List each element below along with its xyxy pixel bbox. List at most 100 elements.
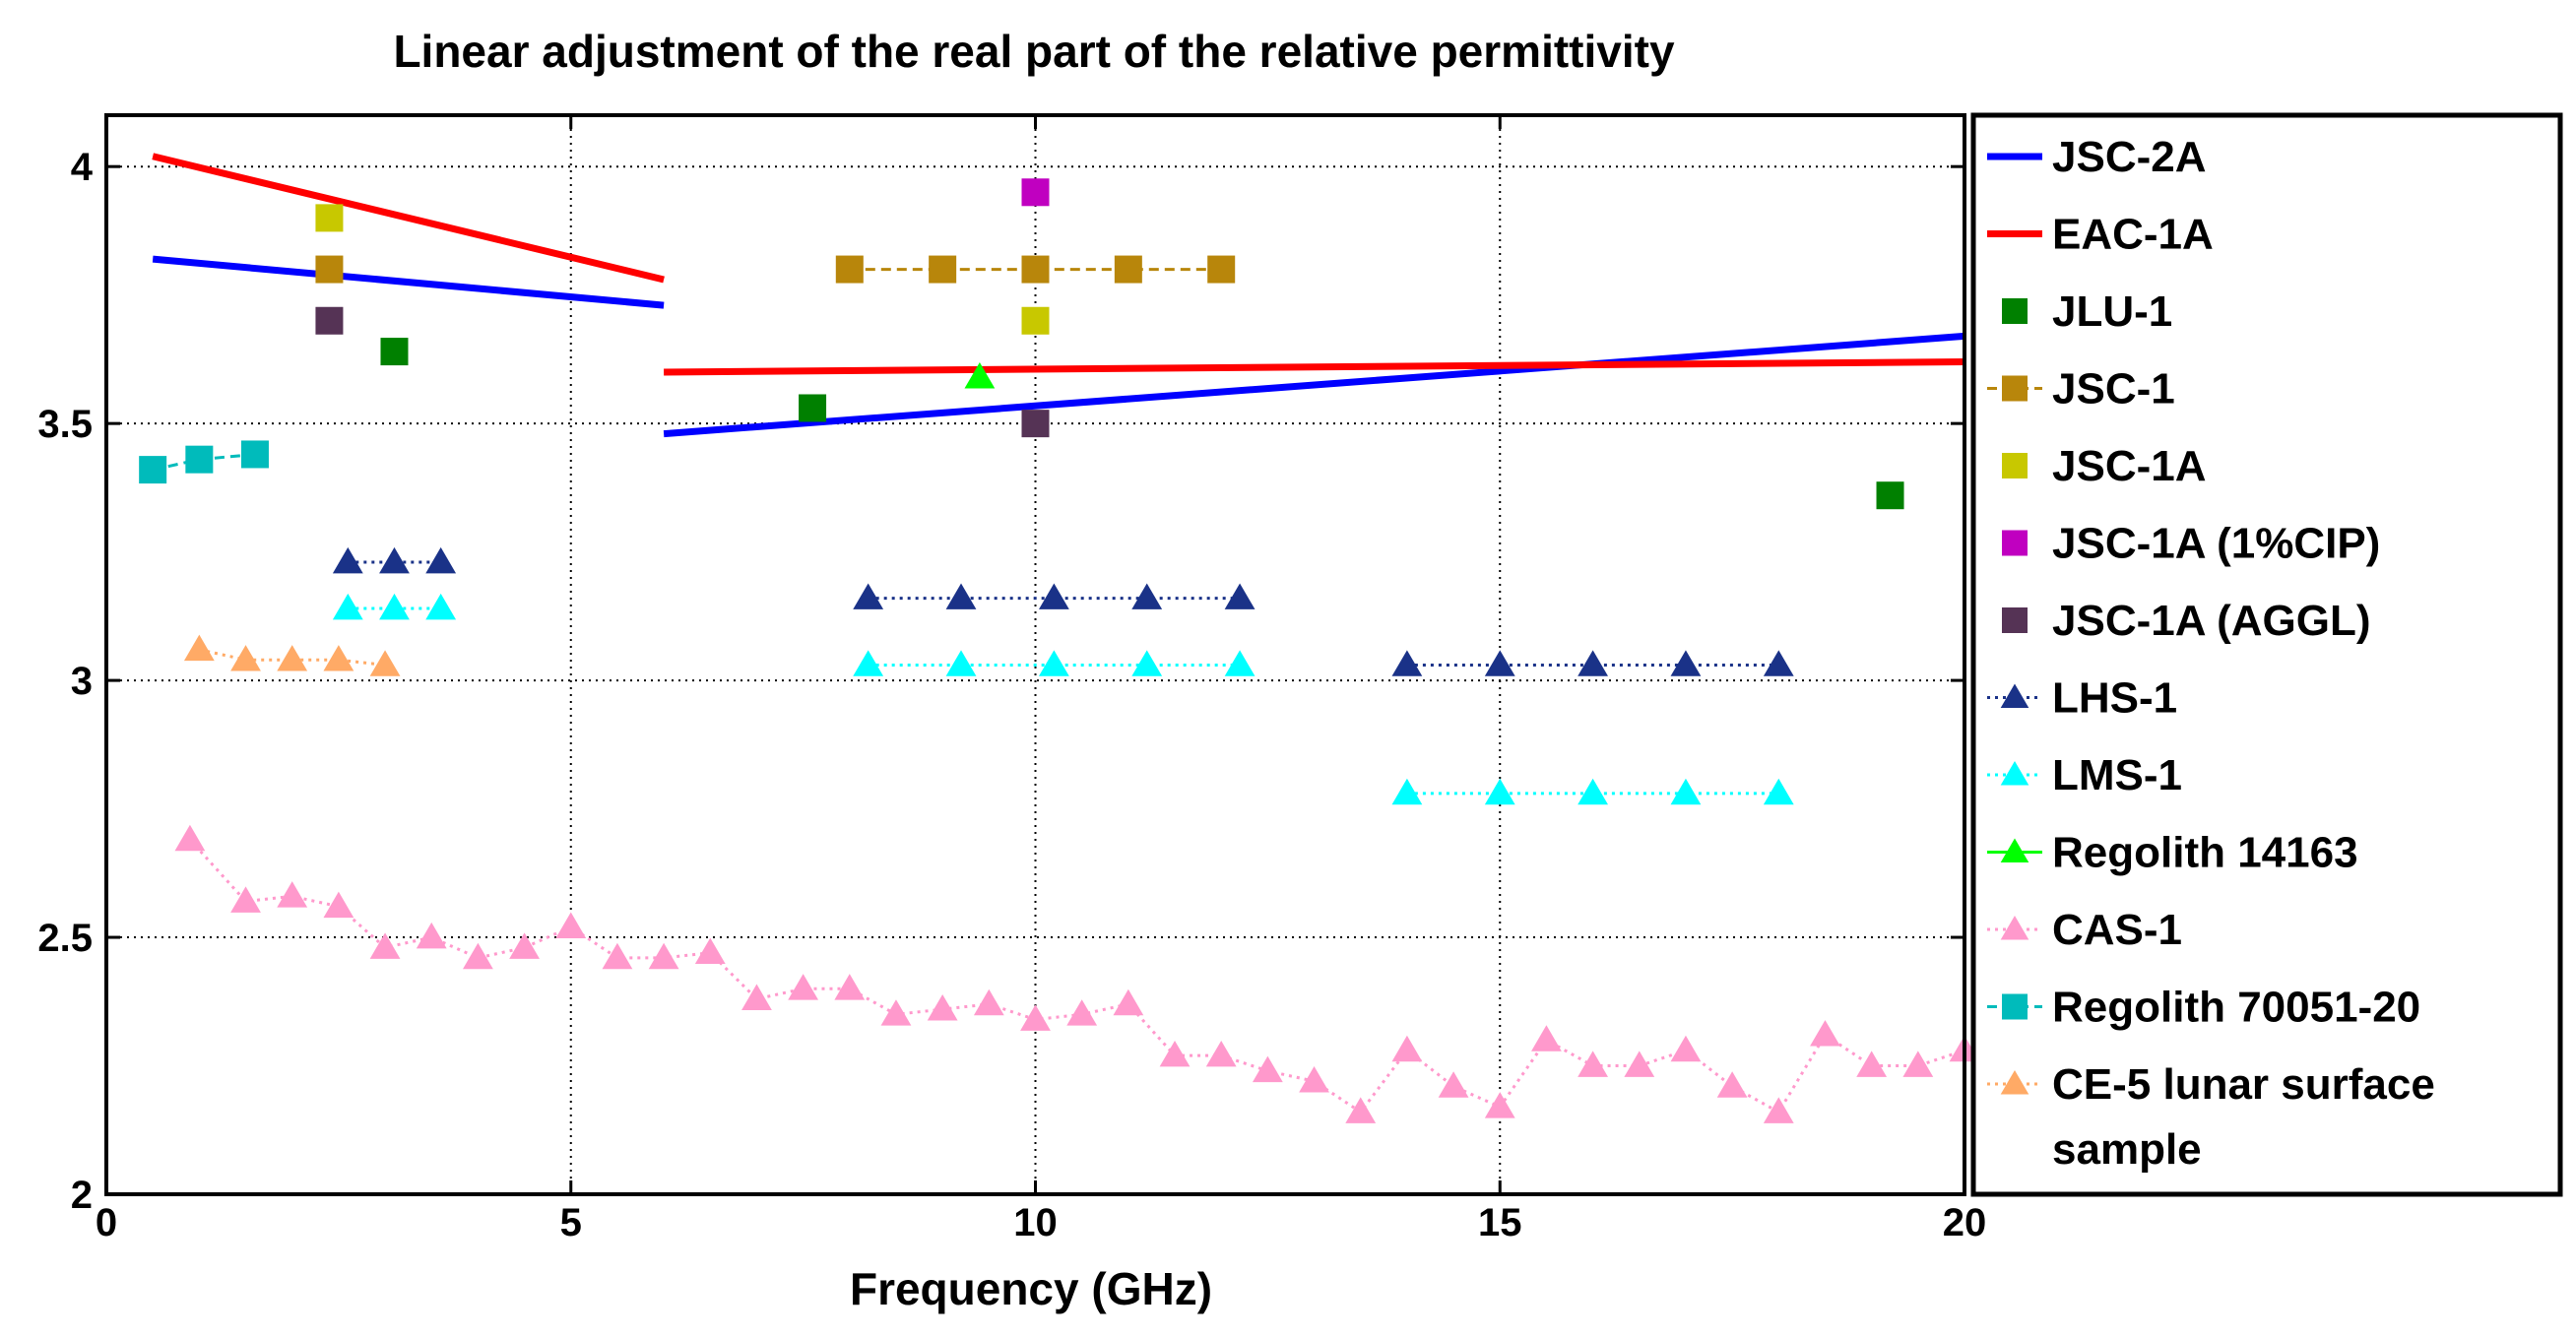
data-point bbox=[1531, 1025, 1562, 1051]
legend-marker bbox=[2002, 375, 2028, 402]
legend-marker bbox=[2002, 298, 2028, 324]
series-line bbox=[152, 153, 665, 284]
data-point bbox=[1716, 1071, 1748, 1098]
data-point bbox=[1038, 650, 1069, 676]
legend-label: Regolith 70051-20 bbox=[2052, 984, 2420, 1032]
legend-label: JSC-1 bbox=[2052, 365, 2175, 414]
data-point bbox=[332, 593, 363, 620]
data-point bbox=[230, 645, 261, 671]
data-point bbox=[1131, 650, 1163, 676]
data-point bbox=[1902, 1051, 1934, 1077]
data-point bbox=[1391, 650, 1423, 676]
series-layer bbox=[139, 153, 1980, 1123]
data-point bbox=[1578, 778, 1608, 805]
series-jsc-1a-1-cip bbox=[1021, 178, 1050, 207]
data-point bbox=[1810, 1020, 1840, 1047]
data-point bbox=[1484, 650, 1515, 676]
data-point bbox=[1021, 306, 1050, 335]
legend-marker bbox=[2000, 683, 2029, 709]
data-point bbox=[1299, 1066, 1329, 1093]
data-point bbox=[1224, 650, 1256, 676]
series-line bbox=[664, 358, 1965, 376]
legend-label: JLU-1 bbox=[2052, 287, 2172, 336]
data-point bbox=[880, 999, 912, 1026]
data-point bbox=[380, 338, 409, 366]
legend-item-cas-1: CAS-1 bbox=[1987, 906, 2182, 954]
data-point bbox=[185, 445, 214, 474]
legend-label: Regolith 14163 bbox=[2052, 829, 2358, 877]
x-axis-label: Frequency (GHz) bbox=[850, 1263, 1212, 1314]
data-point bbox=[1038, 583, 1069, 609]
x-tick-label: 10 bbox=[1013, 1201, 1058, 1244]
data-point bbox=[315, 306, 344, 335]
data-point bbox=[369, 650, 401, 676]
data-point bbox=[1205, 1040, 1237, 1067]
data-point bbox=[1021, 410, 1050, 438]
data-point bbox=[277, 645, 308, 671]
legend-item-lms-1: LMS-1 bbox=[1987, 751, 2182, 799]
x-tick-label: 20 bbox=[1943, 1201, 1987, 1244]
data-point bbox=[1345, 1097, 1377, 1123]
legend-item-regolith-14163: Regolith 14163 bbox=[1987, 829, 2358, 877]
legend-marker bbox=[2002, 607, 2028, 633]
series-cas-1 bbox=[174, 824, 1980, 1123]
legend-box bbox=[1970, 112, 2563, 1197]
series-jsc-1a bbox=[315, 204, 1050, 335]
series-lms-1 bbox=[332, 593, 1794, 805]
data-point bbox=[835, 255, 864, 284]
x-tick-label: 15 bbox=[1478, 1201, 1522, 1244]
data-point bbox=[425, 593, 457, 620]
legend-marker bbox=[2000, 915, 2029, 940]
series-line bbox=[199, 648, 386, 667]
legend-label: CAS-1 bbox=[2052, 906, 2182, 954]
x-tick-label: 5 bbox=[560, 1201, 582, 1244]
data-point bbox=[1131, 583, 1163, 609]
data-point bbox=[1763, 778, 1794, 805]
data-point bbox=[788, 974, 819, 1000]
legend-item-jsc-2a: JSC-2A bbox=[1987, 133, 2207, 181]
data-point bbox=[509, 932, 540, 959]
data-point bbox=[1670, 778, 1702, 805]
legend-marker bbox=[2000, 1069, 2029, 1095]
legend-marker bbox=[2000, 838, 2029, 863]
series-jlu-1 bbox=[380, 338, 1904, 510]
data-point bbox=[1114, 255, 1142, 284]
data-point bbox=[139, 456, 167, 484]
data-point bbox=[230, 886, 261, 913]
data-point bbox=[369, 932, 401, 959]
data-point bbox=[323, 891, 354, 919]
legend-item-jsc-1a-1-cip: JSC-1A (1%CIP) bbox=[2002, 520, 2380, 568]
data-point bbox=[927, 993, 958, 1021]
data-point bbox=[1856, 1051, 1888, 1077]
data-point bbox=[853, 583, 884, 609]
y-tick-label: 3.5 bbox=[37, 403, 93, 446]
data-point bbox=[1159, 1040, 1191, 1067]
y-tick-label: 4 bbox=[71, 146, 94, 189]
data-point bbox=[1763, 650, 1794, 676]
data-point bbox=[379, 593, 410, 620]
series-eac-1a bbox=[152, 153, 1965, 376]
series-regolith-70051-20 bbox=[139, 440, 269, 484]
data-point bbox=[1484, 1092, 1515, 1118]
data-point bbox=[555, 912, 587, 938]
data-point bbox=[1021, 255, 1050, 284]
legend-item-jsc-1a: JSC-1A bbox=[2002, 442, 2207, 490]
data-point bbox=[277, 881, 308, 908]
data-point bbox=[1391, 1035, 1423, 1062]
data-point bbox=[1876, 481, 1904, 510]
data-point bbox=[1670, 1035, 1702, 1062]
series-regolith-14163 bbox=[964, 362, 996, 389]
series-ce-5-lunar-surface-sample bbox=[183, 634, 401, 676]
data-point bbox=[315, 204, 344, 232]
legend-marker bbox=[2000, 760, 2029, 786]
data-point bbox=[1391, 778, 1423, 805]
data-point bbox=[1021, 178, 1050, 207]
legend: JSC-2A EAC-1A JLU-1 JSC-1 JSC-1A JSC-1A (1%CI… bbox=[1970, 112, 2563, 1197]
data-point bbox=[416, 922, 447, 949]
data-point bbox=[323, 645, 354, 671]
legend-item-lhs-1: LHS-1 bbox=[1987, 674, 2177, 723]
data-point bbox=[1113, 988, 1144, 1016]
series-line bbox=[152, 255, 665, 309]
y-tick-label: 2 bbox=[71, 1174, 93, 1217]
series-jsc-2a bbox=[152, 255, 1965, 438]
